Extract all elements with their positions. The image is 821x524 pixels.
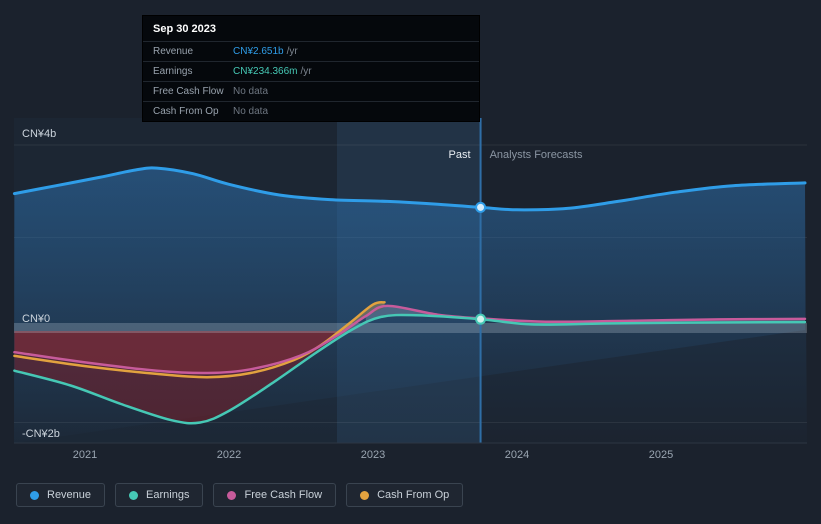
legend-item-earnings[interactable]: Earnings (115, 483, 204, 507)
tooltip-suffix: /yr (300, 66, 312, 77)
tooltip-value: CN¥234.366m (233, 66, 298, 77)
legend-item-revenue[interactable]: Revenue (16, 483, 106, 507)
tooltip-suffix: /yr (286, 46, 298, 57)
tooltip-row-earnings: Earnings CN¥234.366m /yr (143, 61, 479, 81)
tooltip: Sep 30 2023 Revenue CN¥2.651b /yr Earnin… (142, 15, 480, 122)
legend: Revenue Earnings Free Cash Flow Cash Fro… (16, 483, 464, 507)
x-axis-label: 2022 (216, 449, 242, 461)
legend-label: Earnings (146, 489, 190, 501)
tooltip-label: Earnings (153, 66, 193, 77)
legend-item-free-cash-flow[interactable]: Free Cash Flow (213, 483, 337, 507)
legend-label: Free Cash Flow (244, 489, 323, 501)
earnings-dot-icon (129, 490, 139, 500)
free-cash-flow-dot-icon (227, 490, 237, 500)
x-axis-label: 2023 (360, 449, 386, 461)
tooltip-date: Sep 30 2023 (153, 23, 216, 35)
revenue-dot-icon (30, 490, 39, 500)
y-axis-label: CN¥0 (22, 313, 51, 325)
tooltip-value: CN¥2.651b (233, 46, 284, 57)
legend-item-cash-from-op[interactable]: Cash From Op (346, 483, 464, 507)
tooltip-row-free-cash-flow: Free Cash Flow No data (143, 81, 479, 101)
tooltip-row-cash-from-op: Cash From Op No data (143, 101, 479, 121)
tooltip-value: No data (233, 106, 269, 117)
tooltip-label: Free Cash Flow (153, 86, 224, 97)
tooltip-row-revenue: Revenue CN¥2.651b /yr (143, 41, 479, 61)
x-axis-label: 2024 (504, 449, 530, 461)
x-axis-label: 2021 (72, 449, 98, 461)
tooltip-label: Cash From Op (153, 106, 219, 117)
legend-label: Cash From Op (377, 489, 450, 501)
y-axis-label: CN¥4b (22, 128, 57, 140)
y-axis-label: -CN¥2b (22, 427, 60, 440)
forecast-label: Analysts Forecasts (489, 149, 583, 161)
tooltip-label: Revenue (153, 46, 194, 57)
cash-from-op-dot-icon (360, 490, 370, 500)
legend-label: Revenue (47, 489, 92, 501)
tooltip-value: No data (233, 86, 269, 97)
past-label: Past (448, 149, 471, 161)
x-axis-label: 2025 (648, 449, 674, 461)
